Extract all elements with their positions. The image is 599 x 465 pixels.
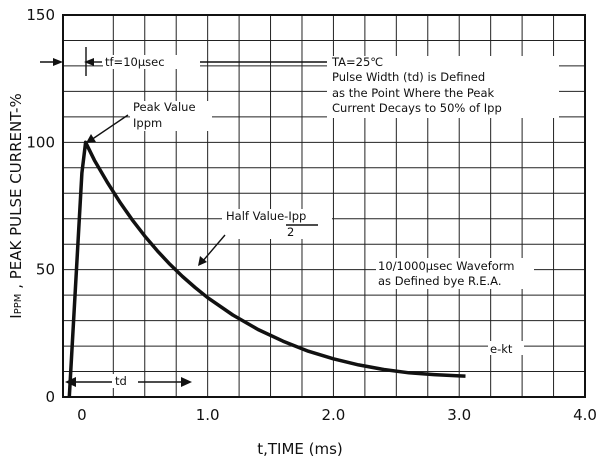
plot-frame [62, 14, 586, 398]
y-tick-label: 100 [26, 133, 55, 151]
td-label: td [115, 374, 127, 388]
tf-arrowhead-left [53, 58, 63, 66]
td-arrowhead-right [181, 377, 192, 387]
pulse-width-note-line-1: Pulse Width (td) is Defined [332, 70, 485, 84]
half-value-leader [201, 234, 226, 263]
y-axis-label-i: I [7, 314, 25, 318]
curve-layer [67, 140, 466, 398]
y-axis-label: IPPM , PEAK PULSE CURRENT-% [7, 93, 25, 318]
half-value-label: Half Value-Ipp [226, 209, 306, 223]
x-tick-label: 2.0 [322, 406, 346, 424]
pulse-width-note-line-3: Current Decays to 50% of Ipp [332, 101, 502, 115]
y-axis-label-sub: PPM [13, 294, 24, 315]
half-value-denominator: 2 [287, 225, 294, 239]
annotation-arrows [40, 47, 327, 387]
ta-annotation: TA=25℃ [331, 55, 383, 69]
x-tick-label: 3.0 [447, 406, 471, 424]
tick-labels: 0 1.0 2.0 3.0 4.0 0 50 100 150 [26, 6, 597, 424]
peak-value-ippm: Ippm [133, 116, 162, 130]
tf-arrowhead-right [84, 58, 94, 66]
peak-value-label: Peak Value [133, 100, 196, 114]
peak-leader [90, 114, 129, 141]
x-tick-label: 0 [77, 406, 87, 424]
waveform-note-line-2: as Defined bye R.E.A. [378, 274, 502, 288]
y-tick-label: 50 [36, 261, 55, 279]
y-tick-label: 0 [45, 388, 55, 406]
pulse-width-note-line-2: as the Point Where the Peak [332, 86, 495, 100]
y-axis-label-rest: , PEAK PULSE CURRENT-% [7, 93, 25, 293]
peak-arrowhead [86, 134, 96, 143]
annotations: tf=10μsec TA=25℃ Pulse Width (td) is Def… [103, 55, 559, 388]
td-arrowhead-left [65, 377, 76, 387]
x-tick-label: 4.0 [573, 406, 597, 424]
tf-annotation: tf=10μsec [105, 55, 165, 69]
y-tick-label: 150 [26, 6, 55, 24]
half-value-arrowhead [198, 256, 207, 266]
e-kt-label: e-kt [490, 342, 513, 356]
waveform-curve [67, 140, 466, 398]
x-axis-label: t,TIME (ms) [257, 440, 343, 458]
x-tick-label: 1.0 [196, 406, 220, 424]
waveform-note-line-1: 10/1000μsec Waveform [378, 259, 515, 273]
